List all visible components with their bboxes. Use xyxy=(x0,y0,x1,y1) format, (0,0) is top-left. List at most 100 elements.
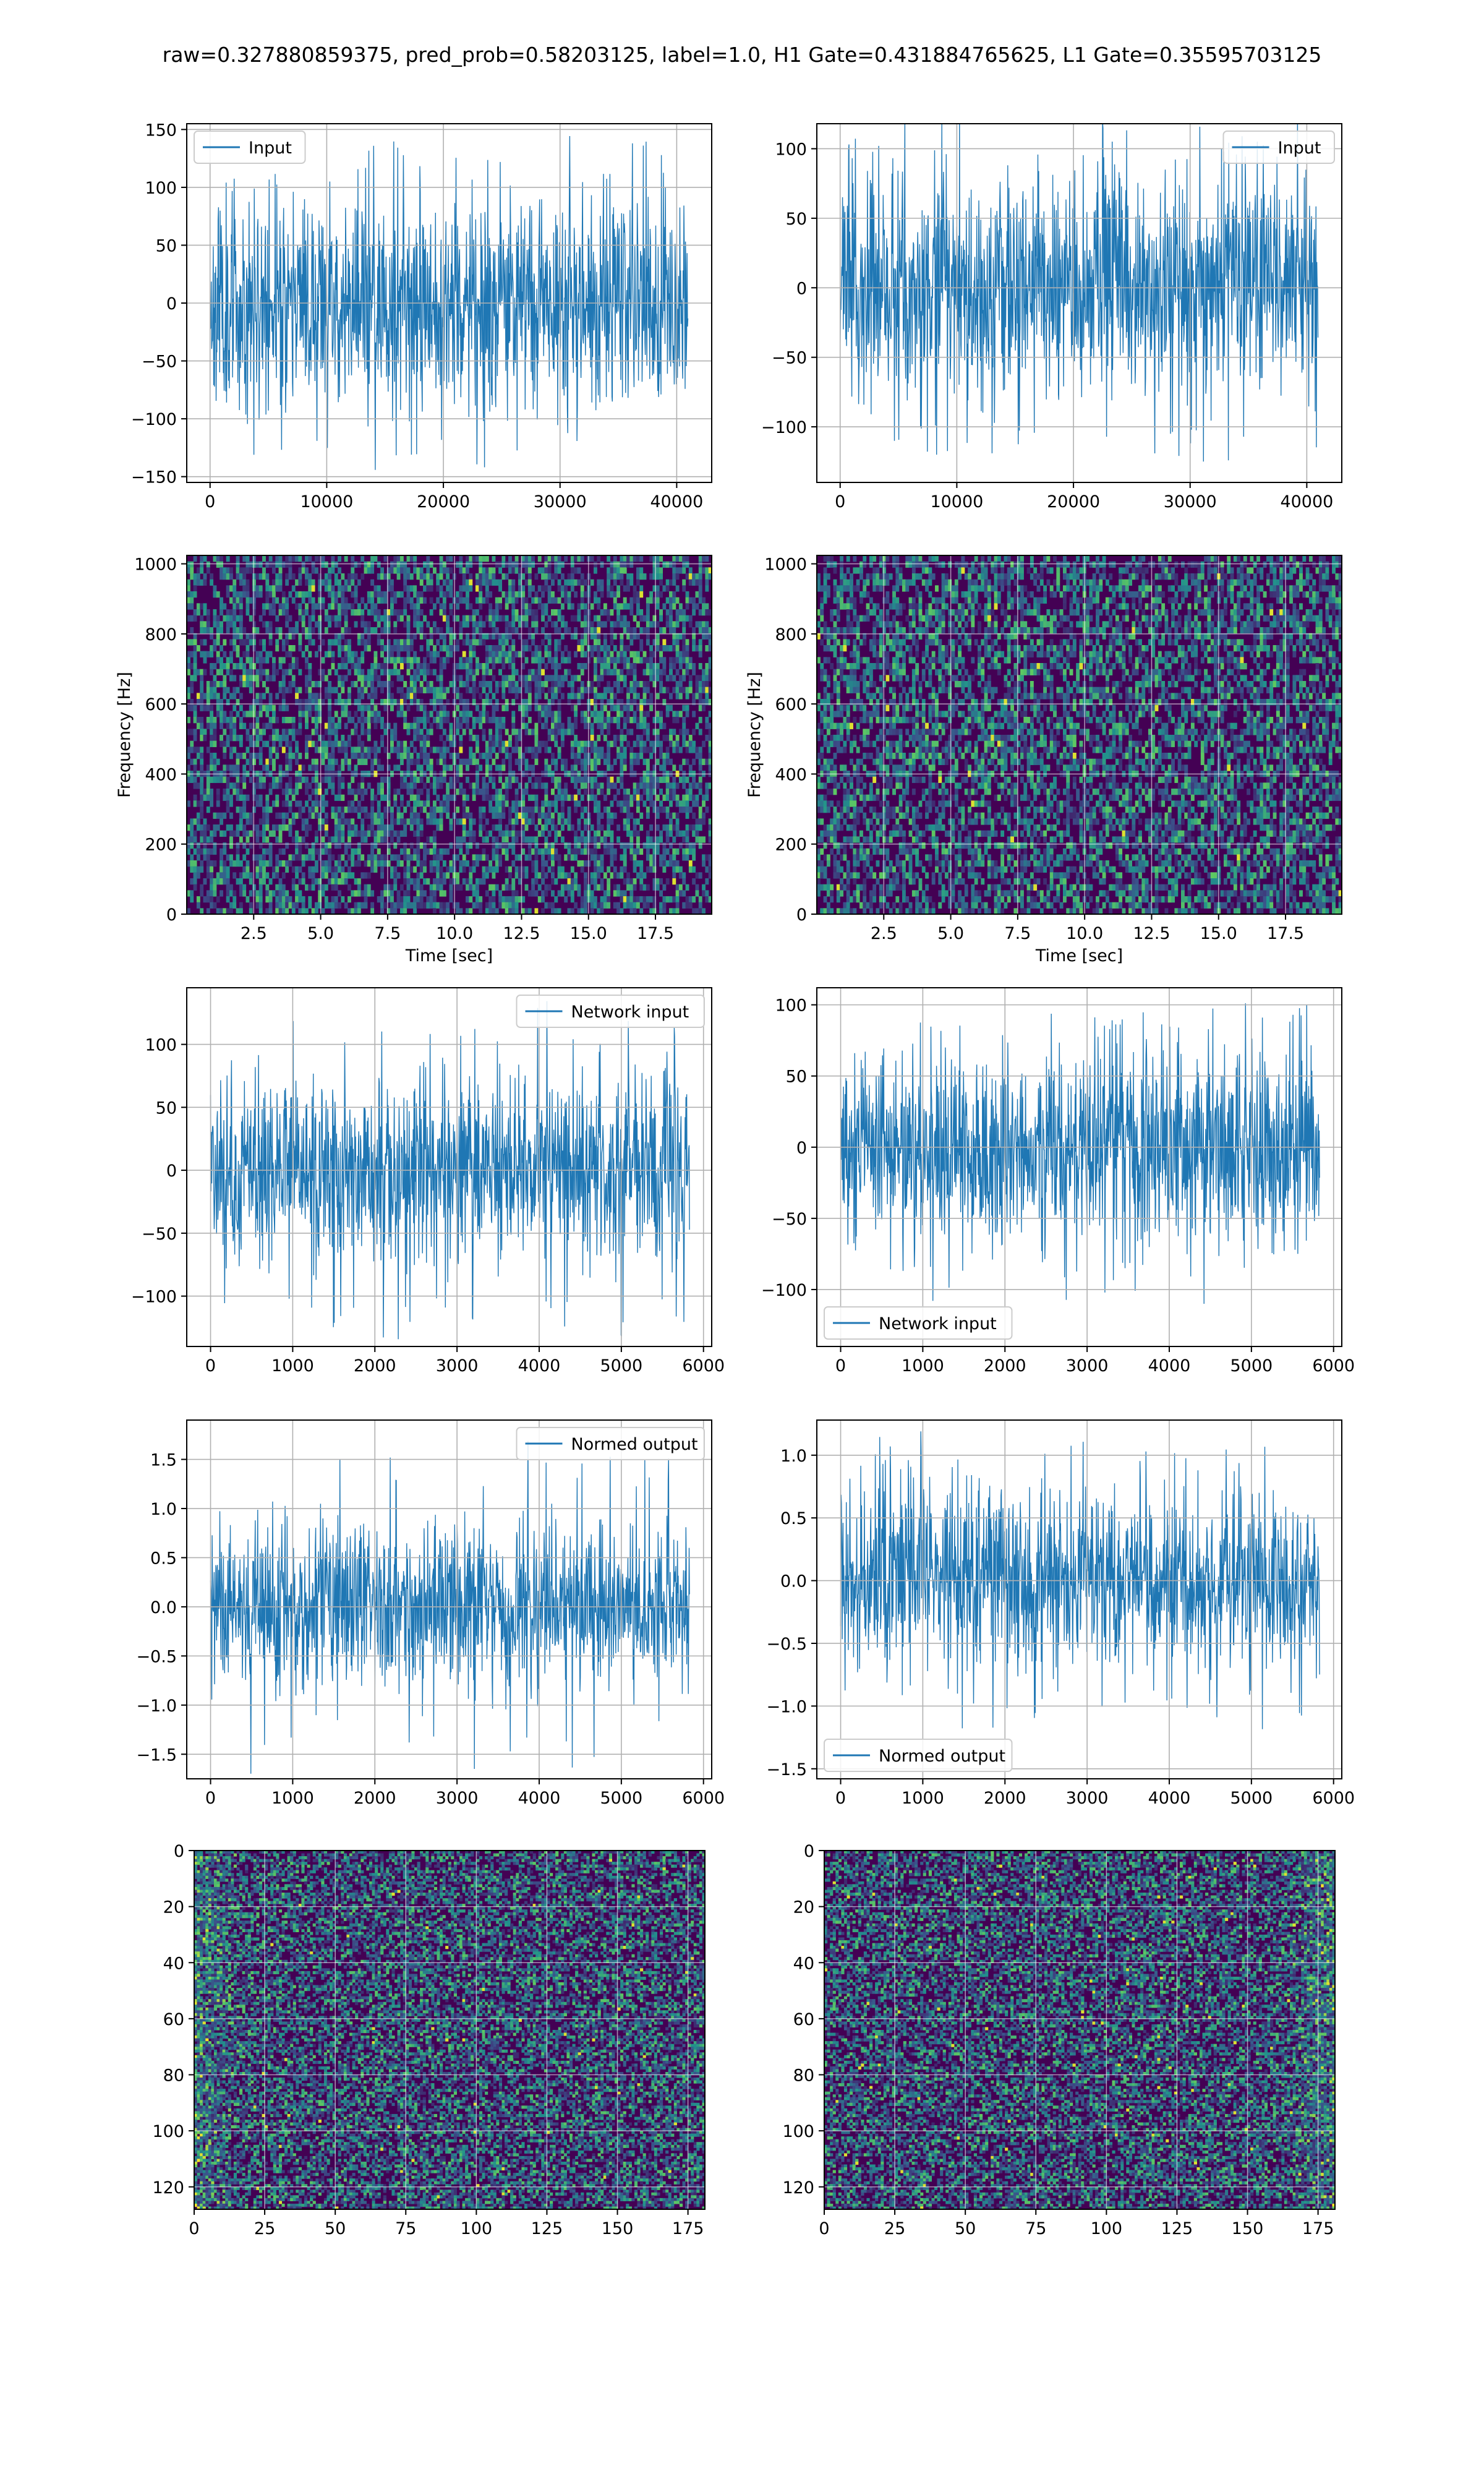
heatmap-cell xyxy=(213,878,217,885)
heatmap-cell xyxy=(338,675,341,682)
heatmap-cell xyxy=(321,866,325,873)
heatmap-cell xyxy=(321,758,325,765)
heatmap-cell xyxy=(482,681,486,688)
heatmap-cell xyxy=(469,735,473,742)
heatmap-cell xyxy=(485,890,489,897)
heatmap-cell xyxy=(206,866,210,873)
heatmap-cell xyxy=(593,663,597,670)
heatmap-cell xyxy=(432,878,437,885)
heatmap-cell xyxy=(236,776,240,783)
heatmap-cell xyxy=(511,609,516,616)
heatmap-cell xyxy=(590,729,594,735)
heatmap-cell xyxy=(544,758,548,765)
heatmap-cell xyxy=(652,764,657,771)
heatmap-cell xyxy=(426,740,430,747)
heatmap-cell xyxy=(354,902,358,909)
heatmap-cell xyxy=(633,794,637,801)
heatmap-cell xyxy=(560,789,565,795)
heatmap-cell xyxy=(557,699,561,706)
heatmap-cell xyxy=(616,669,621,675)
heatmap-cell xyxy=(610,812,614,819)
heatmap-cell xyxy=(190,896,194,903)
heatmap-cell xyxy=(527,764,532,771)
heatmap-cell xyxy=(607,699,611,706)
heatmap-cell xyxy=(639,555,644,562)
heatmap-cell xyxy=(646,663,650,670)
heatmap-cell xyxy=(190,699,194,706)
heatmap-cell xyxy=(265,627,270,634)
heatmap-cell xyxy=(584,818,587,825)
heatmap-cell xyxy=(416,836,420,843)
heatmap-cell xyxy=(357,842,361,849)
heatmap-cell xyxy=(285,908,289,914)
heatmap-cell xyxy=(367,782,371,789)
heatmap-cell xyxy=(271,591,276,598)
heatmap-cell xyxy=(597,555,601,562)
heatmap-cell xyxy=(308,794,312,801)
heatmap-cell xyxy=(442,908,446,914)
heatmap-cell xyxy=(239,639,243,646)
heatmap-cell xyxy=(386,800,391,807)
heatmap-cell xyxy=(416,722,420,729)
heatmap-cell xyxy=(636,603,640,610)
heatmap-cell xyxy=(203,555,207,562)
heatmap-cell xyxy=(616,651,621,657)
heatmap-cell xyxy=(459,699,463,706)
heatmap-cell xyxy=(210,579,214,586)
heatmap-cell xyxy=(390,872,394,879)
heatmap-cell xyxy=(505,753,509,760)
heatmap-cell xyxy=(275,776,279,783)
heatmap-cell xyxy=(479,896,483,903)
heatmap-cell xyxy=(603,609,607,616)
heatmap-cell xyxy=(492,824,496,831)
heatmap-cell xyxy=(377,561,381,568)
heatmap-cell xyxy=(623,896,627,903)
heatmap-cell xyxy=(291,818,296,825)
heatmap-cell xyxy=(341,764,345,771)
heatmap-cell xyxy=(636,722,640,729)
heatmap-cell xyxy=(439,704,443,711)
heatmap-cell xyxy=(416,789,420,795)
heatmap-cell xyxy=(524,579,529,586)
heatmap-cell xyxy=(351,681,355,688)
heatmap-cell xyxy=(633,782,637,789)
heatmap-cell xyxy=(550,675,555,682)
heatmap-cell xyxy=(265,896,270,903)
heatmap-cell xyxy=(341,585,345,592)
heatmap-cell xyxy=(626,579,630,586)
heatmap-cell xyxy=(492,842,496,849)
heatmap-cell xyxy=(399,818,404,825)
heatmap-cell xyxy=(357,807,361,813)
heatmap-cell xyxy=(446,627,450,634)
heatmap-cell xyxy=(636,657,640,664)
heatmap-cell xyxy=(593,711,597,717)
heatmap-cell xyxy=(462,824,466,831)
heatmap-cell xyxy=(577,645,581,652)
heatmap-cell xyxy=(386,609,391,616)
heatmap-cell xyxy=(193,729,197,735)
heatmap-cell xyxy=(373,585,378,592)
heatmap-cell xyxy=(403,747,407,753)
heatmap-cell xyxy=(223,639,227,646)
heatmap-cell xyxy=(492,782,496,789)
heatmap-cell xyxy=(456,753,460,760)
heatmap-cell xyxy=(600,836,604,843)
heatmap-cell xyxy=(200,669,204,675)
heatmap-cell xyxy=(584,884,587,891)
heatmap-cell xyxy=(659,717,663,724)
heatmap-cell xyxy=(639,645,644,652)
heatmap-cell xyxy=(262,854,266,861)
heatmap-cell xyxy=(416,753,420,760)
heatmap-cell xyxy=(226,872,230,879)
heatmap-cell xyxy=(505,704,509,711)
heatmap-cell xyxy=(623,878,627,885)
heatmap-cell xyxy=(275,896,279,903)
heatmap-cell xyxy=(344,902,348,909)
heatmap-cell xyxy=(249,890,253,897)
heatmap-cell xyxy=(597,711,601,717)
legend: Input xyxy=(194,131,306,164)
heatmap-cell xyxy=(626,711,630,717)
heatmap-cell xyxy=(370,669,375,675)
heatmap-cell xyxy=(482,854,486,861)
heatmap-cell xyxy=(229,639,233,646)
